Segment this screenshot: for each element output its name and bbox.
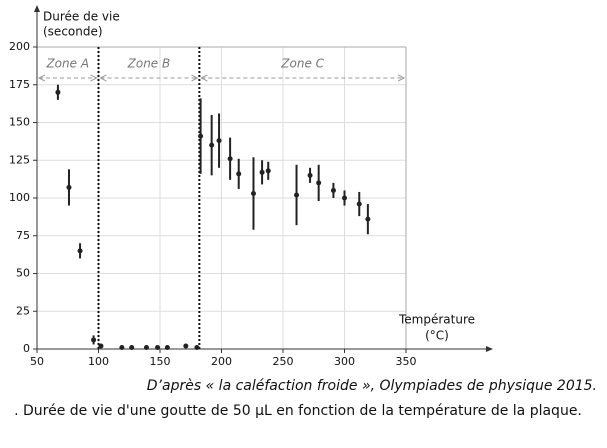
point: [365, 216, 371, 222]
y-tick-label: 175: [9, 78, 30, 91]
point: [342, 195, 347, 201]
point: [294, 192, 300, 198]
zone-label: Zone A: [45, 57, 89, 71]
point: [183, 343, 189, 349]
zone-label: Zone B: [127, 57, 171, 71]
y-tick-label: 125: [9, 153, 30, 166]
point: [198, 133, 204, 139]
y-tick-label: 150: [9, 116, 30, 129]
point: [216, 138, 222, 144]
y-axis-label: (seconde): [43, 25, 103, 39]
point: [250, 190, 256, 196]
x-tick-label: 350: [396, 355, 417, 368]
point: [143, 344, 149, 350]
point: [307, 172, 313, 178]
y-tick-label: 75: [16, 229, 30, 242]
point: [77, 248, 83, 254]
point: [194, 344, 200, 350]
point: [265, 168, 271, 174]
point: [155, 344, 161, 350]
y-tick-label: 25: [16, 304, 30, 317]
point: [236, 171, 242, 177]
point: [164, 344, 170, 350]
point: [356, 201, 362, 207]
y-tick-label: 200: [9, 40, 30, 53]
point: [330, 187, 336, 193]
y-tick-label: 0: [23, 342, 30, 355]
source: D’après « la caléfaction froide », Olymp…: [146, 378, 597, 394]
chart: 0 25 50 75 100 125 150 175 200 50 100 150 200 250 300 3…: [9, 5, 493, 368]
x-tick-label: 200: [211, 355, 232, 368]
point: [98, 343, 104, 349]
point: [91, 337, 97, 343]
x-tick-label: 50: [30, 355, 44, 368]
point: [209, 142, 215, 148]
zone-label: Zone C: [280, 57, 324, 71]
point: [316, 180, 322, 186]
y-tick-label: 100: [9, 191, 30, 204]
x-axis-label: Température: [398, 313, 475, 327]
x-tick-label: 300: [334, 355, 355, 368]
x-tick-label: 100: [88, 355, 109, 368]
point: [129, 344, 135, 350]
y-axis-label: Durée de vie: [43, 10, 120, 24]
x-tick-label: 250: [273, 355, 294, 368]
point: [259, 169, 265, 175]
point: [66, 184, 72, 190]
point: [55, 89, 61, 95]
point: [227, 156, 233, 162]
point: [119, 344, 125, 350]
x-axis-label: (°C): [425, 329, 449, 343]
caption: . Durée de vie d'une goutte de 50 µL en …: [14, 403, 582, 419]
y-tick-label: 50: [16, 267, 30, 280]
x-tick-label: 150: [150, 355, 171, 368]
